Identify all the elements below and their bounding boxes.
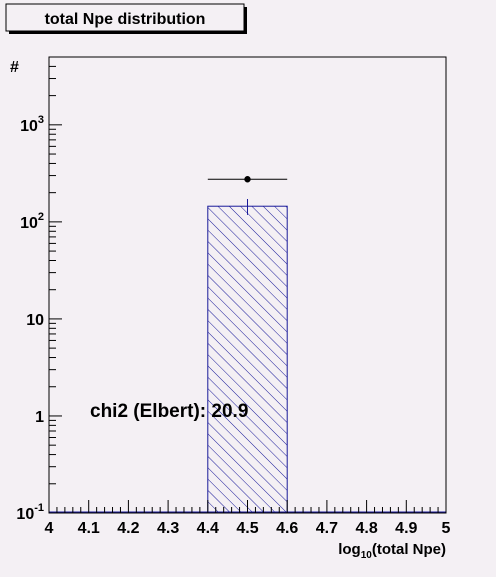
x-tick-label: 5 — [442, 520, 451, 537]
y-tick-label: 10 — [26, 312, 44, 329]
chart-title: total Npe distribution — [45, 11, 206, 28]
plot-layer — [49, 176, 446, 513]
y-tick-label: 102 — [20, 211, 44, 232]
x-tick-label: 4.2 — [117, 520, 139, 537]
chi2-annotation: chi2 (Elbert): 20.9 — [90, 401, 248, 422]
x-tick-label: 4.8 — [355, 520, 377, 537]
y-tick-label: 103 — [20, 114, 44, 135]
y-axis: 10-1 1 10 102 103 — [16, 56, 62, 523]
x-tick-label: 4.5 — [236, 520, 258, 537]
x-tick-label: 4 — [45, 520, 54, 537]
y-axis-title: # — [10, 59, 19, 76]
x-tick-label: 4.4 — [197, 520, 219, 537]
x-tick-label: 4.9 — [395, 520, 417, 537]
y-tick-label: 10-1 — [16, 502, 44, 523]
x-axis-title: log10(total Npe) — [338, 541, 446, 561]
histogram-bar — [207, 205, 288, 513]
title-box — [5, 3, 245, 32]
x-tick-label: 4.7 — [316, 520, 338, 537]
y-tick-label: 1 — [35, 409, 44, 426]
x-tick-label: 4.6 — [276, 520, 298, 537]
x-tick-label: 4.3 — [157, 520, 179, 537]
x-axis: 4 4.1 4.2 4.3 4.4 4.5 4.6 4.7 4.8 4.9 5 — [45, 500, 451, 537]
data-point — [244, 176, 251, 183]
x-tick-label: 4.1 — [78, 520, 100, 537]
